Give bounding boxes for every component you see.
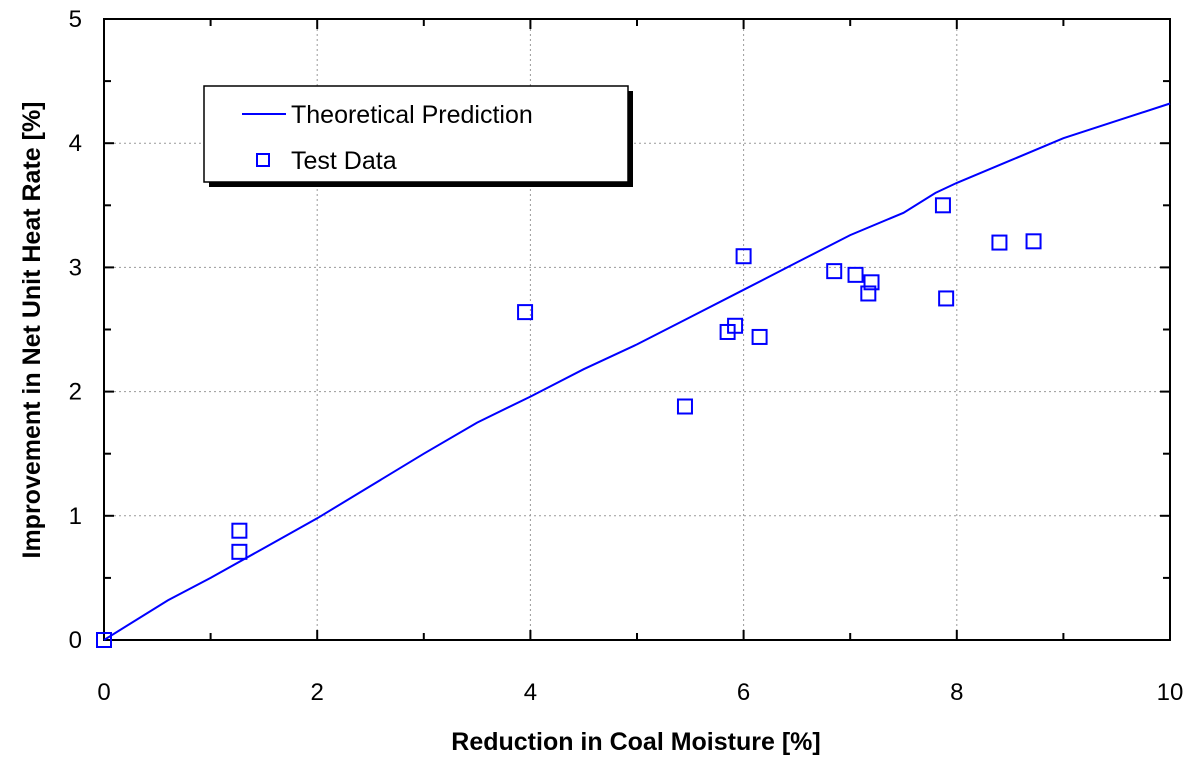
test-data-point [751,328,768,345]
y-tick-label: 1 [69,503,82,530]
test-data-point [860,285,877,302]
y-tick-label: 5 [69,6,82,33]
legend: Theoretical Prediction Test Data [203,85,633,187]
x-tick-label: 0 [97,679,110,706]
test-data-point [96,632,112,648]
x-tick-label: 8 [950,679,963,706]
test-data-point [938,290,955,307]
test-data-point [863,274,880,291]
legend-box [203,85,629,183]
legend-label-theoretical-prediction: Theoretical Prediction [291,101,533,129]
test-data-point [231,543,248,560]
axes: 0 2 4 6 8 10 0 1 2 3 4 5 [69,6,1184,706]
test-data-point [517,304,534,321]
gridlines [104,19,1170,640]
x-tick-label: 10 [1157,679,1184,706]
x-axis-title: Reduction in Coal Moisture [%] [451,728,820,756]
legend-marker-swatch [256,153,270,167]
y-tick-label: 2 [69,379,82,406]
x-tick-label: 6 [737,679,750,706]
x-tick-label: 2 [311,679,324,706]
y-tick-label: 3 [69,254,82,281]
test-data-point [847,266,864,283]
test-data-point [727,317,744,334]
theoretical-prediction-line [103,102,1171,641]
series [96,102,1171,648]
test-data-point [826,263,843,280]
test-data-point [991,234,1008,251]
test-data-point [735,248,752,265]
y-axis-title: Improvement in Net Unit Heat Rate [%] [18,101,46,558]
y-tick-label: 0 [69,627,82,654]
test-data-point [934,197,951,214]
y-tick-label: 4 [69,130,82,157]
x-tick-label: 4 [524,679,537,706]
legend-label-test-data: Test Data [291,147,397,175]
test-data-point [676,398,693,415]
test-data-point [231,522,248,539]
test-data-point [1025,233,1042,250]
